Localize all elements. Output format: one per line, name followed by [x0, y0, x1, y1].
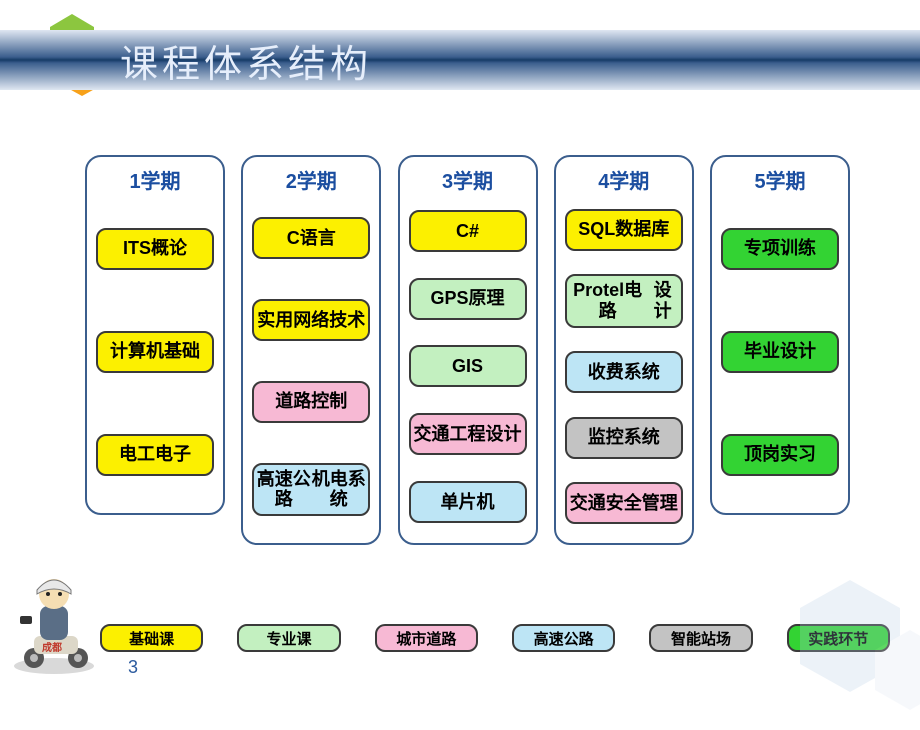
course-card: 高速公路机电系统	[252, 463, 370, 516]
course-card: C#	[409, 210, 527, 252]
column-body: C语言实用网络技术道路控制高速公路机电系统	[249, 202, 373, 531]
course-card: ITS概论	[96, 228, 214, 270]
course-card: C语言	[252, 217, 370, 259]
column-title: 4学期	[598, 165, 649, 194]
course-card: SQL数据库	[565, 209, 683, 251]
column-title: 3学期	[442, 165, 493, 194]
course-card: 实用网络技术	[252, 299, 370, 341]
legend-chip: 高速公路	[512, 624, 615, 652]
legend-chip: 基础课	[100, 624, 203, 652]
title-bar: 课程体系结构	[0, 30, 920, 90]
column-body: 专项训练毕业设计顶岗实习	[718, 202, 842, 501]
column-body: SQL数据库 Protel电路设计收费系统监控系统交通安全管理	[562, 202, 686, 531]
legend-chip: 专业课	[237, 624, 340, 652]
mascot-icon: 成都	[4, 566, 104, 676]
column-title: 5学期	[754, 165, 805, 194]
page-title: 课程体系结构	[120, 33, 372, 88]
semester-column: 1学期 ITS概论计算机基础电工电子	[85, 155, 225, 515]
semester-column: 2学期 C语言实用网络技术道路控制高速公路机电系统	[241, 155, 381, 545]
course-card: Protel电路设计	[565, 274, 683, 327]
course-card: GPS原理	[409, 278, 527, 320]
deco-hex-icon	[790, 570, 920, 730]
legend-chip: 智能站场	[649, 624, 752, 652]
course-card: 专项训练	[721, 228, 839, 270]
course-card: GIS	[409, 345, 527, 387]
course-card: 道路控制	[252, 381, 370, 423]
semester-column: 5学期专项训练毕业设计顶岗实习	[710, 155, 850, 515]
legend-chip: 城市道路	[375, 624, 478, 652]
semester-column: 3学期 C# GPS原理 GIS 交通工程设计单片机	[398, 155, 538, 545]
svg-text:成都: 成都	[42, 641, 62, 654]
course-card: 计算机基础	[96, 331, 214, 373]
course-card: 电工电子	[96, 434, 214, 476]
course-card: 单片机	[409, 481, 527, 523]
column-body: C# GPS原理 GIS 交通工程设计单片机	[406, 202, 530, 531]
legend: 基础课专业课城市道路高速公路智能站场实践环节	[100, 624, 890, 652]
course-card: 顶岗实习	[721, 434, 839, 476]
course-card: 监控系统	[565, 417, 683, 459]
columns-container: 1学期 ITS概论计算机基础电工电子 2学期 C语言实用网络技术道路控制高速公路机电系…	[0, 100, 920, 545]
column-body: ITS概论计算机基础电工电子	[93, 202, 217, 501]
course-card: 毕业设计	[721, 331, 839, 373]
course-card: 收费系统	[565, 351, 683, 393]
column-title: 2学期	[286, 165, 337, 194]
column-title: 1学期	[129, 165, 180, 194]
course-card: 交通工程设计	[409, 413, 527, 455]
course-card: 交通安全管理	[565, 482, 683, 524]
header: 课程体系结构	[0, 0, 920, 100]
semester-column: 4学期 SQL数据库 Protel电路设计收费系统监控系统交通安全管理	[554, 155, 694, 545]
page-number: 3	[128, 657, 138, 678]
